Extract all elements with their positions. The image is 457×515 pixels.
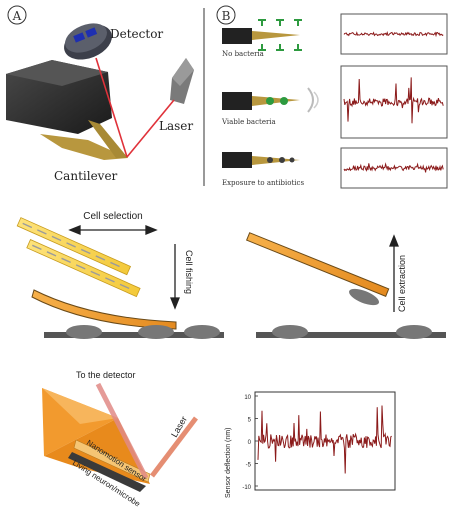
panel-b-row-3: Exposure to antibiotics [222,152,304,187]
trace-chart: 10 5 0 -5 -10 Sensor deflection (nm) [225,391,396,498]
sensor-laser-label: Laser [169,415,189,439]
row-3-bacterium [267,157,273,163]
sensor-beam [73,439,151,483]
y-tick-label: 5 [248,418,252,424]
laser-beam-reflected [95,57,128,158]
panel-a-marker: A [12,9,22,23]
cell-icon [272,325,308,339]
detector-icon [64,23,112,60]
sensor-detector-label: To the detector [76,370,136,380]
row-2-probe-block [222,92,252,110]
cell-extraction-label: Cell extraction [397,255,407,312]
row-3-cantilever [252,156,300,165]
fishing-cantilever [31,289,177,330]
panel-a: A Detector Laser Cantilever [6,5,194,183]
detector-label: Detector [110,27,163,41]
extracted-cell [348,288,380,306]
laser-beam-incident [126,99,175,158]
row-2-bacterium [280,97,288,105]
row-1-cantilever [252,31,300,40]
row-3-label: Exposure to antibiotics [222,179,304,187]
row-2-motion-arcs [307,87,314,113]
trace-chart-y-ticks: 10 5 0 -5 -10 [242,395,258,491]
row-2-signal-trace [343,77,444,124]
row-3-signal-trace [343,162,444,173]
selection-panel: Cell selection Cell fishing [16,211,446,339]
panel-b: B No bacteria [216,5,448,189]
sensor-laser-beam [150,416,198,478]
cell-icon [396,325,432,339]
cell-extraction-arrow [389,234,399,312]
cantilever-label: Cantilever [54,169,118,183]
left-substrate [44,332,224,338]
row-2-label: Viable bacteria [221,118,276,126]
mounting-block-top [6,60,108,86]
trace-chart-signal [257,405,392,474]
cell-selection-label: Cell selection [83,211,142,222]
row-1-signal-trace [343,31,444,38]
right-substrate [256,332,446,338]
row-2-cantilever [252,96,300,106]
panel-b-row-2: Viable bacteria [221,87,319,126]
cell-icon [184,325,220,339]
sensor-panel: To the detector Laser Nanomotion sensor … [42,370,198,509]
selection-cantilever-2 [26,239,141,298]
panel-b-row-1: No bacteria [222,19,302,58]
y-tick-label: -5 [246,463,252,469]
cell-fishing-label: Cell fishing [184,250,194,294]
row-3-bacterium [289,157,295,163]
cell-selection-arrow [68,225,158,235]
row-2-bacterium [266,97,274,105]
panel-b-marker-circle [216,5,236,25]
laser-label: Laser [159,119,193,133]
row-1-probe-block [222,28,252,44]
y-tick-label: -10 [242,485,251,491]
trace-chart-ylabel: Sensor deflection (nm) [225,428,232,498]
selection-cantilever-1 [16,217,132,276]
cell-icon [66,325,102,339]
cantilever-arm [88,120,128,158]
y-tick-label: 10 [244,395,251,401]
panel-a-marker-circle [7,5,27,25]
y-tick-label: 0 [248,440,252,446]
sensor-detector-beam [95,382,149,480]
cantilever-shape [40,134,128,160]
row-1-green-marks [258,19,302,51]
cell-icon [138,325,174,339]
row-1-label: No bacteria [222,50,264,58]
row-3-probe-block [222,152,252,168]
cell-fishing-arrow [170,244,180,310]
neuron-layer [68,452,146,492]
extraction-cantilever [245,232,390,297]
panel-b-marker: B [222,9,231,23]
row-3-bacterium [279,157,285,163]
